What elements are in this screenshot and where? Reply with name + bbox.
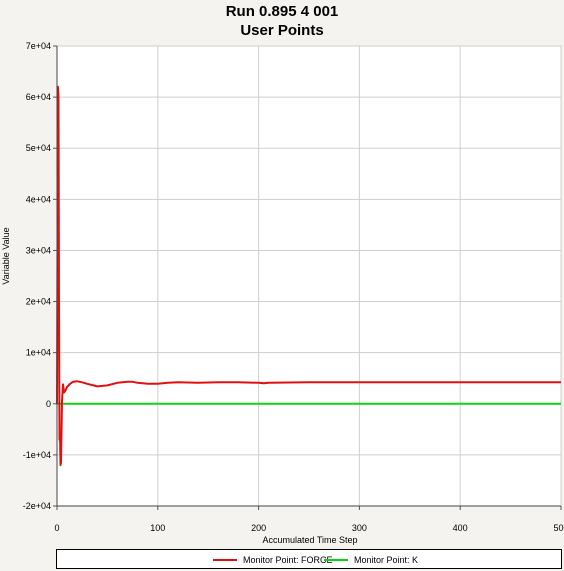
legend-swatch-k <box>324 559 348 561</box>
chart-subtitle: User Points <box>240 22 324 39</box>
chart-title: Run 0.895 4 001 <box>225 3 339 20</box>
y-tick-label: 6e+04 <box>26 92 51 102</box>
y-tick-label: -2e+04 <box>23 501 51 511</box>
chart-header: Run 0.895 4 001 User Points <box>0 2 564 40</box>
y-tick-label: 4e+04 <box>26 194 51 204</box>
x-tick-label: 100 <box>150 523 165 533</box>
legend-entry-k: Monitor Point: K <box>324 555 418 565</box>
y-axis-label: Variable Value <box>1 227 11 284</box>
legend-swatch-force <box>213 559 237 561</box>
y-tick-label: 0 <box>46 399 51 409</box>
plot-area <box>56 45 562 507</box>
x-axis-label: Accumulated Time Step <box>262 535 357 545</box>
legend: Monitor Point: FORCE Monitor Point: K <box>56 549 562 569</box>
y-tick-label: -1e+04 <box>23 450 51 460</box>
legend-label-k: Monitor Point: K <box>354 555 419 565</box>
y-tick-label: 2e+04 <box>26 297 51 307</box>
y-tick-label: 5e+04 <box>26 143 51 153</box>
y-tick-label: 1e+04 <box>26 348 51 358</box>
x-tick-label: 200 <box>251 523 266 533</box>
legend-entry-force: Monitor Point: FORCE <box>213 555 333 565</box>
x-tick-label: 0 <box>54 523 59 533</box>
y-tick-label: 7e+04 <box>26 41 51 51</box>
y-tick-label: 3e+04 <box>26 245 51 255</box>
x-tick-label: 400 <box>453 523 468 533</box>
axes: 7e+04 6e+04 5e+04 4e+04 3e+04 2e+04 1e+04 0 -1e+… <box>23 41 564 533</box>
x-tick-label: 300 <box>352 523 367 533</box>
x-tick-label: 500 <box>553 523 564 533</box>
legend-label-force: Monitor Point: FORCE <box>243 555 333 565</box>
series-lines <box>56 85 561 467</box>
series-line-force <box>56 85 561 467</box>
